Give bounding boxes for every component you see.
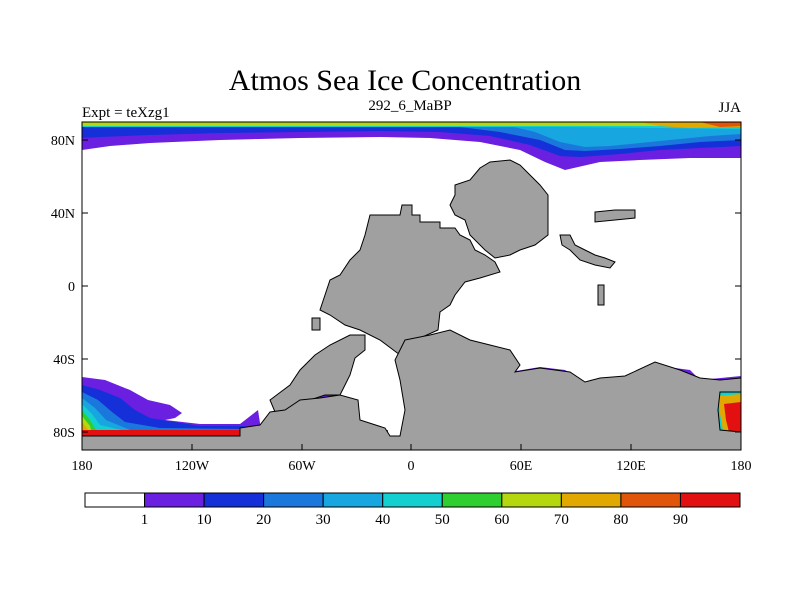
colorbar-box xyxy=(382,492,443,508)
lon-tick-60w: 60W xyxy=(288,459,316,474)
island-small-east xyxy=(597,284,605,306)
lon-tick-180e: 180 xyxy=(731,459,752,474)
lon-tick-60e: 60E xyxy=(510,459,533,474)
map-minor-ticks xyxy=(82,139,741,450)
lon-tick-180w: 180 xyxy=(72,459,93,474)
colorbar-label: 70 xyxy=(554,512,569,528)
colorbar-label: 90 xyxy=(673,512,688,528)
colorbar xyxy=(84,492,741,508)
colorbar-label: 80 xyxy=(613,512,628,528)
colorbar-box xyxy=(84,492,146,508)
colorbar-label: 40 xyxy=(375,512,390,528)
land-masses xyxy=(82,159,741,450)
map-plot-area xyxy=(82,122,741,450)
colorbar-box xyxy=(263,492,324,508)
lat-tick-40n: 40N xyxy=(51,207,75,222)
experiment-label: Expt = teXzg1 xyxy=(82,105,170,121)
colorbar-box xyxy=(501,492,562,508)
colorbar-box xyxy=(679,492,741,508)
colorbar-box xyxy=(441,492,503,508)
lat-tick-80n: 80N xyxy=(51,134,75,149)
colorbar-box xyxy=(144,492,205,508)
colorbar-label: 10 xyxy=(197,512,212,528)
lat-tick-0: 0 xyxy=(68,280,75,295)
lon-tick-120w: 120W xyxy=(175,459,210,474)
landmass-eastern-block xyxy=(449,159,549,259)
lon-tick-120e: 120E xyxy=(616,459,646,474)
lat-tick-40s: 40S xyxy=(53,353,75,368)
antarctic-sea-ice-pacific xyxy=(82,377,262,436)
landmass-americas-africa xyxy=(319,204,501,356)
arctic-sea-ice xyxy=(82,122,741,170)
colorbar-label: 1 xyxy=(141,512,149,528)
island-eastern-chain xyxy=(559,234,616,269)
map-title: Atmos Sea Ice Concentration xyxy=(229,64,581,97)
map-frame xyxy=(81,121,742,451)
colorbar-box xyxy=(322,492,384,508)
season-label: JJA xyxy=(718,100,741,116)
island-small-west xyxy=(311,317,321,331)
colorbar-label: 50 xyxy=(435,512,450,528)
colorbar-label: 20 xyxy=(256,512,271,528)
lon-tick-0: 0 xyxy=(408,459,415,474)
colorbar-box xyxy=(620,492,681,508)
island-northeast xyxy=(594,209,636,223)
lat-tick-80s: 80S xyxy=(53,426,75,441)
colorbar-box xyxy=(203,492,265,508)
colorbar-labels: 1 10 20 30 40 50 60 70 80 90 xyxy=(141,512,688,528)
colorbar-label: 30 xyxy=(316,512,331,528)
colorbar-box xyxy=(560,492,622,508)
colorbar-label: 60 xyxy=(494,512,509,528)
landmass-main-continent xyxy=(82,329,741,450)
period-label: 292_6_MaBP xyxy=(368,98,451,114)
